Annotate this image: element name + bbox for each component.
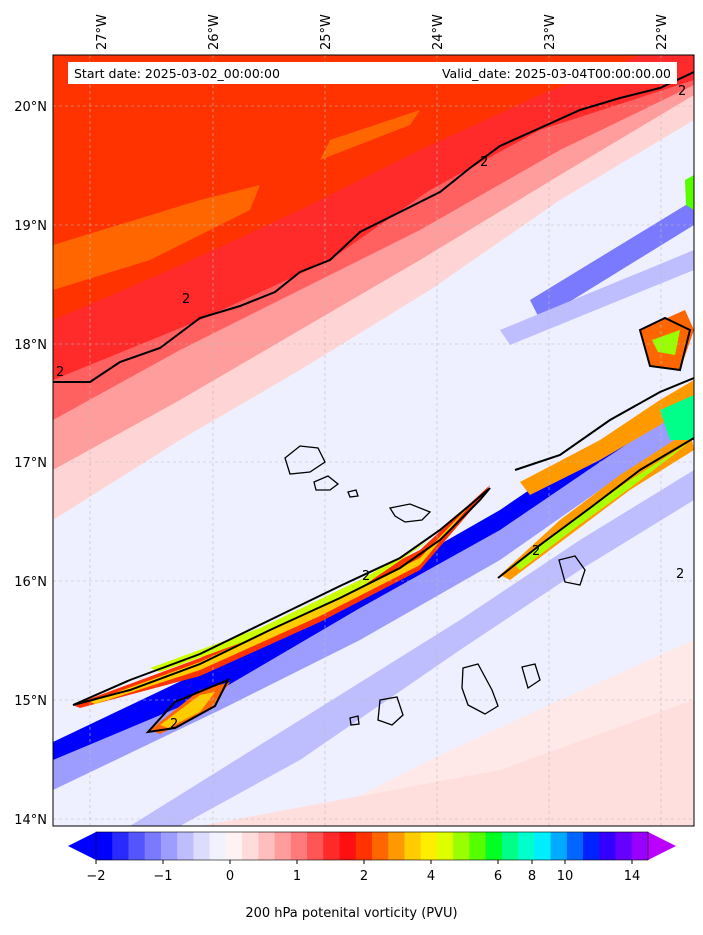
colorbar-tick-label: 1: [293, 869, 301, 884]
colorbar-tick-label: 4: [427, 869, 435, 884]
island-boa-vista: [461, 663, 499, 715]
island-sal: [558, 555, 586, 586]
colorbar-cell: [501, 832, 519, 860]
colorbar-cell: [453, 832, 471, 860]
colorbar-tick-label: 6: [494, 869, 502, 884]
island-sao-vicente: [313, 475, 340, 491]
pv-2-contours: [53, 71, 694, 734]
southern-lobe-contour: [145, 678, 231, 734]
island-fogo: [349, 715, 360, 726]
filament-2pvu-contour: [72, 487, 491, 706]
colorbar-cell: [323, 832, 341, 860]
colorbar-tick-label: 2: [360, 869, 368, 884]
colorbar-ticks: −2 −1 0 1 2 4 6 8 10 14: [86, 860, 640, 884]
colorbar-cell: [404, 832, 422, 860]
colorbar-cell: [355, 832, 373, 860]
map-frame: [52, 54, 695, 827]
lat-label: 18°N: [14, 338, 47, 353]
colorbar-frame: [95, 831, 649, 861]
ne-filament-contour: [497, 437, 694, 579]
lon-label: 27°W: [95, 14, 110, 50]
lon-label: 23°W: [543, 14, 558, 50]
colorbar-cells: [96, 832, 649, 860]
contour-label: 2: [676, 567, 684, 582]
colorbar-tick-label: 14: [624, 869, 641, 884]
colorbar: −2 −1 0 1 2 4 6 8 10 14: [68, 831, 676, 884]
colorbar-arrow-low: [68, 832, 96, 860]
colorbar-cell: [225, 832, 243, 860]
colorbar-tick-label: −2: [86, 869, 105, 884]
colorbar-cell: [518, 832, 535, 860]
lat-label: 15°N: [14, 694, 47, 709]
valid-date-label: Valid_date: 2025-03-04T00:00:00.00: [442, 66, 671, 81]
lon-label: 25°W: [319, 14, 334, 50]
colorbar-cell: [128, 832, 146, 860]
colorbar-cell: [631, 832, 649, 860]
colorbar-cell: [96, 832, 113, 860]
colorbar-cell: [436, 832, 454, 860]
colorbar-cell: [242, 832, 259, 860]
colorbar-cell: [388, 832, 406, 860]
latitude-labels: 20°N 19°N 18°N 17°N 16°N 15°N 14°N: [14, 100, 47, 828]
colorbar-tick-label: 0: [226, 869, 234, 884]
colorbar-cell: [290, 832, 308, 860]
longitude-labels: 27°W 26°W 25°W 24°W 23°W 22°W: [95, 14, 670, 50]
colorbar-cell: [550, 832, 568, 860]
colorbar-cell: [469, 832, 487, 860]
colorbar-cell: [193, 832, 211, 860]
contour-label: 2: [362, 569, 370, 584]
contour-label: 2: [56, 365, 64, 380]
colorbar-title: 200 hPa potenital vorticity (PVU): [245, 906, 458, 921]
colorbar-tick-label: 10: [557, 869, 574, 884]
pv-field: [53, 55, 694, 826]
island-santa-luzia: [347, 489, 359, 498]
colorbar-cell: [534, 832, 552, 860]
colorbar-cell: [209, 832, 227, 860]
lat-label: 17°N: [14, 456, 47, 471]
colorbar-arrow-high: [648, 832, 676, 860]
colorbar-tick-label: −1: [153, 869, 172, 884]
island-santiago: [377, 696, 404, 726]
island-santo-antao: [284, 445, 326, 475]
colorbar-cell: [599, 832, 617, 860]
contour-label: 2: [532, 544, 540, 559]
contour-labels: 2 2 2 2 2 2 2 2: [56, 84, 686, 732]
contour-label: 2: [678, 84, 686, 99]
graticule: [53, 55, 694, 826]
lat-label: 14°N: [14, 813, 47, 828]
ne-filament-contour-2: [514, 377, 694, 471]
colorbar-cell: [583, 832, 600, 860]
lat-label: 19°N: [14, 219, 47, 234]
island-maio: [521, 663, 541, 690]
colorbar-cell: [258, 832, 276, 860]
lon-label: 24°W: [431, 14, 446, 50]
colorbar-cell: [144, 832, 162, 860]
colorbar-cell: [307, 832, 324, 860]
ne-lobe-contour: [638, 316, 692, 372]
colorbar-cell: [177, 832, 195, 860]
lat-label: 16°N: [14, 575, 47, 590]
colorbar-tick-label: 8: [528, 869, 536, 884]
colorbar-cell: [274, 832, 292, 860]
lat-label: 20°N: [14, 100, 47, 115]
start-date-label: Start date: 2025-03-02_00:00:00: [74, 66, 280, 81]
colorbar-cell: [339, 832, 357, 860]
colorbar-cell: [160, 832, 178, 860]
lon-label: 22°W: [655, 14, 670, 50]
header-box: [68, 62, 677, 84]
colorbar-cell: [372, 832, 389, 860]
colorbar-cell: [485, 832, 503, 860]
colorbar-cell: [615, 832, 633, 860]
contour-label: 2: [182, 292, 190, 307]
island-sao-nicolau: [388, 503, 432, 523]
island-outlines: [284, 445, 586, 726]
colorbar-cell: [112, 832, 130, 860]
contour-label: 2: [170, 717, 178, 732]
colorbar-cell: [566, 832, 584, 860]
colorbar-cell: [420, 832, 438, 860]
northern-2pvu-contour: [53, 71, 694, 383]
lon-label: 26°W: [207, 14, 222, 50]
contour-label: 2: [480, 155, 488, 170]
